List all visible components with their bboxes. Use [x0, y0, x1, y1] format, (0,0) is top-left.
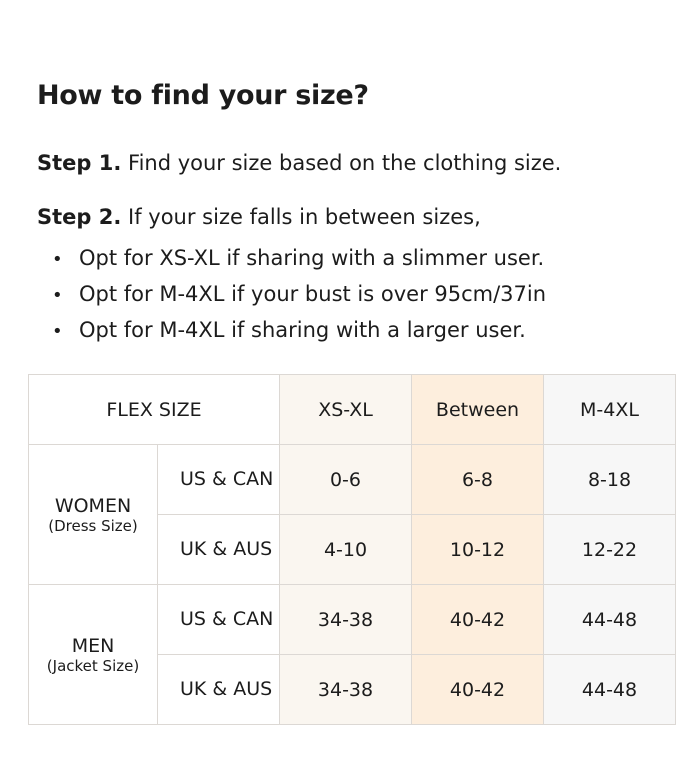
cell: 12-22 [543, 514, 676, 585]
cell: 6-8 [411, 444, 544, 515]
list-item: Opt for M-4XL if sharing with a larger u… [48, 312, 546, 348]
cell: 44-48 [543, 654, 676, 725]
cell: 34-38 [279, 654, 412, 725]
group-name: WOMEN [54, 494, 132, 517]
step-1-text: Find your size based on the clothing siz… [121, 151, 562, 175]
size-table: FLEX SIZE XS-XL Between M-4XL WOMEN (Dres… [28, 374, 676, 725]
group-women: WOMEN (Dress Size) [28, 444, 158, 585]
cell: 40-42 [411, 584, 544, 655]
table-row: UK & AUS 4-10 10-12 12-22 [29, 514, 676, 585]
group-men: MEN (Jacket Size) [28, 584, 158, 725]
header-flex-size: FLEX SIZE [28, 374, 280, 445]
list-item: Opt for XS-XL if sharing with a slimmer … [48, 240, 546, 276]
region-label: US & CAN [157, 584, 280, 655]
tips-list: Opt for XS-XL if sharing with a slimmer … [48, 240, 546, 348]
table-header-row: FLEX SIZE XS-XL Between M-4XL [28, 374, 676, 445]
group-sub: (Dress Size) [48, 516, 138, 535]
step-1: Step 1. Find your size based on the clot… [37, 151, 561, 175]
header-xs-xl: XS-XL [279, 374, 412, 445]
table-row: MEN (Jacket Size) US & CAN 34-38 40-42 44… [28, 584, 676, 725]
region-label: US & CAN [157, 444, 280, 515]
step-2-label: Step 2. [37, 205, 122, 229]
header-between: Between [411, 374, 544, 445]
step-2-text: If your size falls in between sizes, [121, 205, 481, 229]
list-item: Opt for M-4XL if your bust is over 95cm/… [48, 276, 546, 312]
cell: 8-18 [543, 444, 676, 515]
region-label: UK & AUS [157, 514, 280, 585]
cell: 44-48 [543, 584, 676, 655]
group-name: MEN [71, 634, 115, 657]
region-label: UK & AUS [157, 654, 280, 725]
cell: 10-12 [411, 514, 544, 585]
page-title: How to find your size? [37, 80, 369, 111]
group-sub: (Jacket Size) [46, 656, 140, 675]
header-m-4xl: M-4XL [543, 374, 676, 445]
table-row: UK & AUS 34-38 40-42 44-48 [29, 654, 676, 725]
cell: 4-10 [279, 514, 412, 585]
step-1-label: Step 1. [37, 151, 122, 175]
table-row: WOMEN (Dress Size) US & CAN 0-6 6-8 8-18 [28, 444, 676, 585]
cell: 34-38 [279, 584, 412, 655]
step-2: Step 2. If your size falls in between si… [37, 205, 481, 229]
cell: 0-6 [279, 444, 412, 515]
cell: 40-42 [411, 654, 544, 725]
